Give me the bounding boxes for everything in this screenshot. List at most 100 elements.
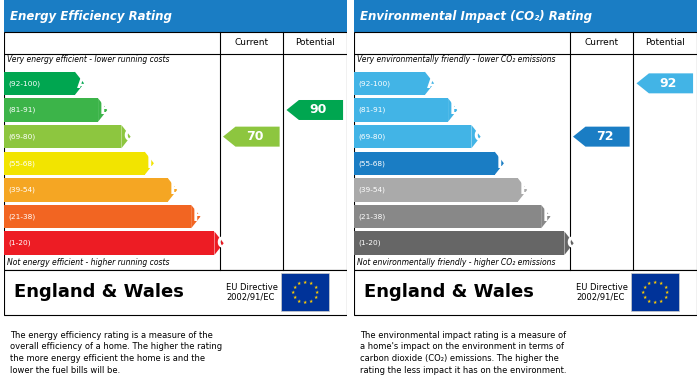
Bar	[4, 152, 145, 175]
Text: 72: 72	[596, 130, 614, 143]
Text: (55-68): (55-68)	[8, 160, 36, 167]
Text: ★: ★	[665, 290, 669, 295]
Text: C: C	[473, 129, 484, 144]
Text: ★: ★	[303, 300, 307, 305]
Bar	[354, 72, 425, 95]
Polygon shape	[145, 152, 154, 175]
Text: (1-20): (1-20)	[8, 240, 32, 246]
Bar	[354, 0, 696, 32]
Text: D: D	[496, 156, 509, 171]
Text: 92: 92	[660, 77, 677, 90]
Polygon shape	[636, 74, 693, 93]
Text: G: G	[566, 236, 579, 251]
Text: G: G	[216, 236, 229, 251]
Text: E: E	[519, 183, 530, 197]
Polygon shape	[286, 100, 343, 120]
Text: ★: ★	[298, 299, 302, 304]
Text: ★: ★	[653, 280, 657, 285]
Polygon shape	[223, 127, 279, 147]
Bar	[354, 152, 495, 175]
Text: (69-80): (69-80)	[358, 133, 386, 140]
Bar	[631, 273, 679, 311]
Bar	[281, 273, 330, 311]
Text: A: A	[76, 76, 88, 91]
Bar	[4, 125, 121, 148]
Text: ★: ★	[659, 281, 664, 286]
Bar	[4, 72, 75, 95]
Text: ★: ★	[315, 290, 319, 295]
Polygon shape	[214, 231, 224, 255]
Text: Current: Current	[584, 38, 618, 47]
Text: ★: ★	[643, 285, 647, 290]
Text: C: C	[123, 129, 134, 144]
Polygon shape	[121, 125, 131, 148]
Text: (81-91): (81-91)	[358, 107, 386, 113]
Text: Energy Efficiency Rating: Energy Efficiency Rating	[10, 9, 172, 23]
Polygon shape	[191, 205, 200, 228]
Polygon shape	[573, 127, 629, 147]
Polygon shape	[541, 205, 550, 228]
Text: Environmental Impact (CO₂) Rating: Environmental Impact (CO₂) Rating	[360, 9, 592, 23]
Bar	[354, 205, 541, 228]
Text: 90: 90	[310, 104, 327, 117]
Text: ★: ★	[643, 295, 647, 300]
Text: ★: ★	[291, 290, 295, 295]
Text: D: D	[146, 156, 159, 171]
Text: B: B	[100, 102, 111, 117]
Text: (92-100): (92-100)	[358, 80, 391, 86]
Polygon shape	[168, 178, 177, 202]
Text: Very energy efficient - lower running costs: Very energy efficient - lower running co…	[7, 55, 169, 64]
Polygon shape	[98, 98, 107, 122]
Text: EU Directive
2002/91/EC: EU Directive 2002/91/EC	[227, 283, 279, 302]
Text: ★: ★	[309, 299, 314, 304]
Bar	[4, 98, 98, 122]
Bar	[354, 98, 448, 122]
Text: England & Wales: England & Wales	[364, 283, 533, 301]
Text: (39-54): (39-54)	[358, 187, 386, 193]
Polygon shape	[495, 152, 504, 175]
Text: ★: ★	[648, 299, 652, 304]
Text: ★: ★	[653, 300, 657, 305]
Bar	[354, 32, 696, 270]
Text: F: F	[193, 209, 203, 224]
Text: Very environmentally friendly - lower CO₂ emissions: Very environmentally friendly - lower CO…	[357, 55, 555, 64]
Text: Potential: Potential	[645, 38, 685, 47]
Bar	[354, 231, 564, 255]
Text: (39-54): (39-54)	[8, 187, 36, 193]
Bar	[354, 270, 696, 315]
Text: (69-80): (69-80)	[8, 133, 36, 140]
Text: ★: ★	[664, 285, 668, 290]
Text: B: B	[450, 102, 461, 117]
Text: 70: 70	[246, 130, 264, 143]
Text: A: A	[426, 76, 438, 91]
Text: England & Wales: England & Wales	[14, 283, 183, 301]
Text: ★: ★	[298, 281, 302, 286]
Text: (21-38): (21-38)	[8, 213, 36, 220]
Polygon shape	[471, 125, 481, 148]
Text: ★: ★	[314, 285, 318, 290]
Text: ★: ★	[664, 295, 668, 300]
Text: (21-38): (21-38)	[358, 213, 386, 220]
Text: The energy efficiency rating is a measure of the
overall efficiency of a home. T: The energy efficiency rating is a measur…	[10, 331, 223, 375]
Text: E: E	[169, 183, 180, 197]
Text: ★: ★	[303, 280, 307, 285]
Bar	[354, 178, 518, 202]
Text: Current: Current	[234, 38, 268, 47]
Text: Not environmentally friendly - higher CO₂ emissions: Not environmentally friendly - higher CO…	[357, 258, 555, 267]
Text: ★: ★	[314, 295, 318, 300]
Polygon shape	[518, 178, 527, 202]
Polygon shape	[75, 72, 84, 95]
Polygon shape	[425, 72, 434, 95]
Text: ★: ★	[309, 281, 314, 286]
Bar	[4, 178, 168, 202]
Text: Not energy efficient - higher running costs: Not energy efficient - higher running co…	[7, 258, 169, 267]
Text: ★: ★	[659, 299, 664, 304]
Text: (81-91): (81-91)	[8, 107, 36, 113]
Text: (92-100): (92-100)	[8, 80, 41, 86]
Bar	[4, 0, 346, 32]
Text: ★: ★	[293, 295, 297, 300]
Text: The environmental impact rating is a measure of
a home's impact on the environme: The environmental impact rating is a mea…	[360, 331, 567, 375]
Text: F: F	[543, 209, 553, 224]
Text: ★: ★	[293, 285, 297, 290]
Bar	[354, 125, 471, 148]
